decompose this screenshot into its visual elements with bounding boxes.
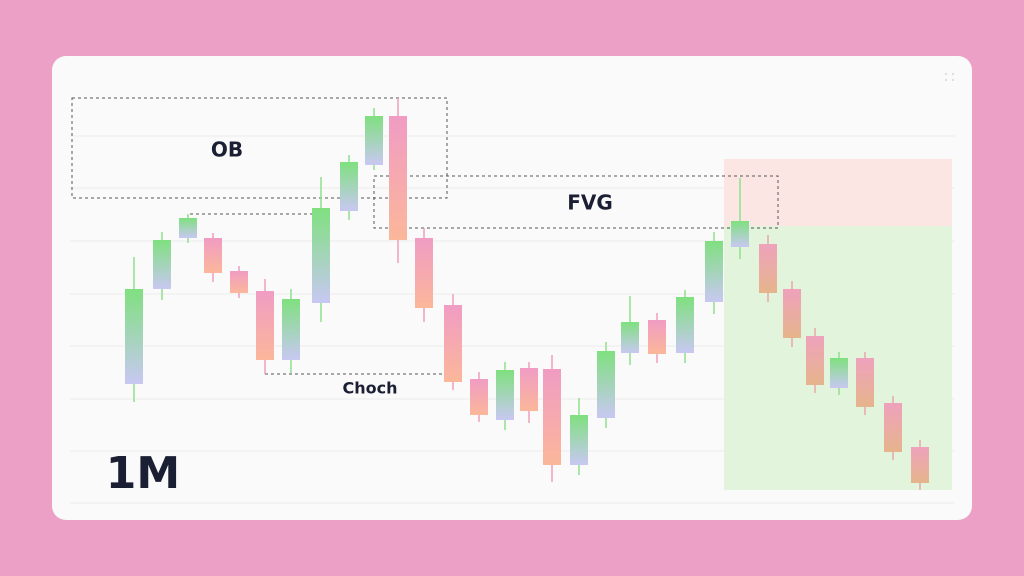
candle — [204, 238, 222, 273]
candle — [806, 336, 824, 385]
candle — [884, 403, 902, 452]
candle — [856, 358, 874, 407]
candle — [597, 351, 615, 418]
candle — [153, 240, 171, 289]
candle — [911, 447, 929, 483]
candle — [543, 369, 561, 465]
candle — [230, 271, 248, 293]
stop-loss-zone — [724, 159, 952, 226]
candle — [621, 322, 639, 353]
candles — [125, 98, 929, 490]
candle — [731, 221, 749, 247]
candle — [312, 208, 330, 303]
candle — [830, 358, 848, 388]
candle — [676, 297, 694, 353]
ob-box — [71, 97, 448, 199]
candle — [648, 320, 666, 354]
fvg-label: FVG — [567, 191, 613, 215]
choch-label: Choch — [343, 379, 398, 398]
candle — [282, 299, 300, 360]
candle — [389, 116, 407, 240]
candle — [705, 241, 723, 302]
candle — [256, 291, 274, 360]
ob-label: OB — [211, 138, 243, 162]
candle — [415, 238, 433, 308]
candle — [520, 368, 538, 411]
candle — [470, 379, 488, 415]
candle — [340, 162, 358, 211]
candle — [570, 415, 588, 465]
menu-dots — [945, 73, 954, 81]
candle — [444, 305, 462, 382]
candle — [179, 218, 197, 238]
candle — [759, 244, 777, 293]
candle — [125, 289, 143, 384]
candle — [365, 116, 383, 165]
candle — [496, 370, 514, 420]
timeframe-label: 1M — [106, 448, 180, 499]
candle — [783, 289, 801, 338]
